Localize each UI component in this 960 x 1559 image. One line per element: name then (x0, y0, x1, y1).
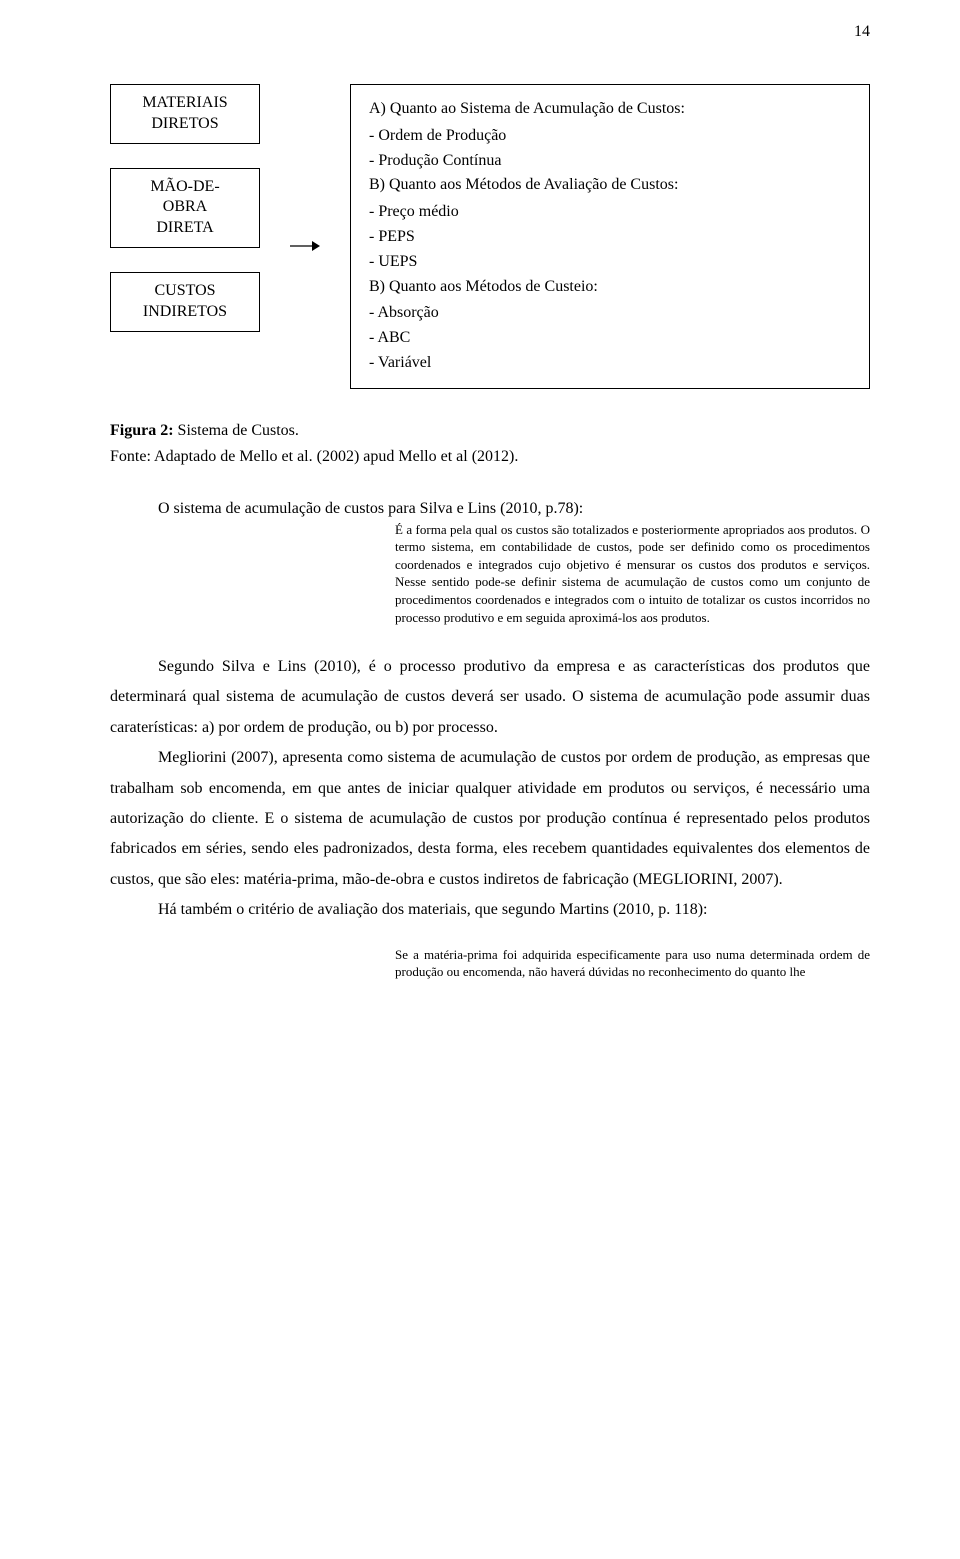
figure-label: Figura 2: (110, 422, 174, 439)
paragraph: Há também o critério de avaliação dos ma… (110, 895, 870, 925)
box-line: OBRA (121, 197, 249, 218)
box-custos-indiretos: CUSTOS INDIRETOS (110, 272, 260, 332)
list-item: - Ordem de Produção (369, 124, 851, 149)
figure-caption: Figura 2: Sistema de Custos. (110, 419, 870, 443)
figure-title: Sistema de Custos. (174, 422, 299, 439)
box-line: MÃO-DE- (121, 177, 249, 198)
section-b2-heading: B) Quanto aos Métodos de Custeio: (369, 275, 851, 300)
box-line: CUSTOS (121, 281, 249, 302)
box-line: MATERIAIS (121, 93, 249, 114)
list-item: - PEPS (369, 225, 851, 250)
list-item: - UEPS (369, 250, 851, 275)
box-mao-de-obra-direta: MÃO-DE- OBRA DIRETA (110, 168, 260, 248)
paragraph: Segundo Silva e Lins (2010), é o process… (110, 652, 870, 743)
list-item: - Produção Contínua (369, 149, 851, 174)
trailing-blockquote: Se a matéria-prima foi adquirida especif… (395, 946, 870, 981)
page-number: 14 (110, 20, 870, 44)
figure-source: Fonte: Adaptado de Mello et al. (2002) a… (110, 445, 870, 469)
box-classificacoes: A) Quanto ao Sistema de Acumulação de Cu… (350, 84, 870, 389)
arrow-right-icon (290, 238, 320, 254)
lead-sentence: O sistema de acumulação de custos para S… (110, 497, 870, 521)
box-line: INDIRETOS (121, 302, 249, 323)
section-b1-heading: B) Quanto aos Métodos de Avaliação de Cu… (369, 173, 851, 198)
list-item: - Variável (369, 351, 851, 376)
cost-system-diagram: MATERIAIS DIRETOS MÃO-DE- OBRA DIRETA CU… (110, 84, 870, 389)
list-item: - Preço médio (369, 200, 851, 225)
list-item: - Absorção (369, 301, 851, 326)
box-line: DIRETOS (121, 114, 249, 135)
diagram-left-column: MATERIAIS DIRETOS MÃO-DE- OBRA DIRETA CU… (110, 84, 260, 332)
section-a-heading: A) Quanto ao Sistema de Acumulação de Cu… (369, 97, 851, 122)
blockquote-silva-lins: É a forma pela qual os custos são totali… (395, 521, 870, 626)
box-line: DIRETA (121, 218, 249, 239)
box-materiais-diretos: MATERIAIS DIRETOS (110, 84, 260, 144)
body-text: Segundo Silva e Lins (2010), é o process… (110, 652, 870, 926)
list-item: - ABC (369, 326, 851, 351)
paragraph: Megliorini (2007), apresenta como sistem… (110, 743, 870, 895)
